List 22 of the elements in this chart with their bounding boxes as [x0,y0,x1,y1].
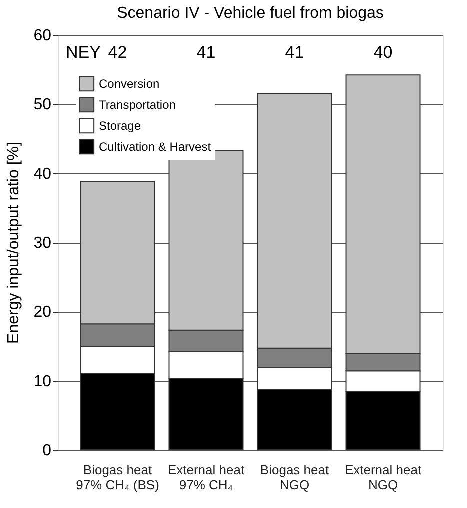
y-tick-label: 40 [34,166,52,183]
annotation: 42 [108,43,128,62]
annotation: NEY [66,43,101,62]
legend-label: Storage [99,119,142,133]
y-tick-label: 30 [34,235,52,252]
x-tick-label: External heat NGQ [344,462,422,492]
annotation: 41 [196,43,216,62]
chart-title: Scenario IV - Vehicle fuel from biogas [117,5,384,22]
legend-label: Transportation [99,98,176,112]
annotation: 41 [285,43,304,62]
x-tick-label: Biogas heat 97% CH₄ (BS) [76,462,160,492]
y-tick-label: 50 [34,96,52,114]
x-tick-label: External heat 97% CH₄ [168,462,245,492]
x-tick-label: Biogas heat NGQ [260,462,330,492]
y-axis-title: Energy input/output ratio [%] [6,142,23,344]
legend-label: Cultivation & Harvest [99,140,212,154]
y-tick-label: 0 [42,442,52,460]
annotation: 40 [374,43,393,62]
y-tick-label: 10 [34,373,52,390]
y-tick-label: 60 [34,28,52,44]
y-tick-label: 20 [34,304,52,322]
legend-label: Conversion [99,77,160,91]
